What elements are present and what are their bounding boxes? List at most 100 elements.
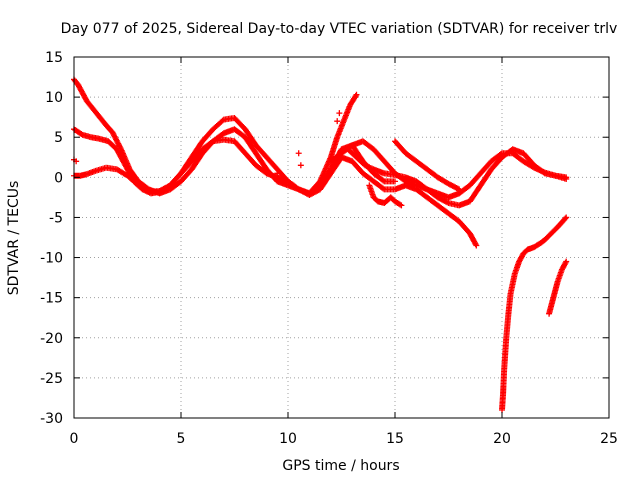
data-point	[103, 122, 115, 135]
data-point	[252, 150, 269, 172]
data-point	[118, 146, 133, 171]
data-point	[434, 202, 451, 216]
data-point	[488, 155, 505, 173]
data-point	[392, 198, 404, 208]
data-point	[252, 162, 269, 176]
data-point	[445, 180, 461, 192]
data-point	[392, 138, 408, 156]
data-point	[466, 230, 479, 248]
series-arc-h	[499, 214, 570, 413]
chart-title: Day 077 of 2025, Sidereal Day-to-day VTE…	[61, 21, 618, 37]
data-point	[554, 215, 569, 231]
data-point	[520, 150, 537, 168]
data-point	[167, 171, 184, 189]
data-point	[274, 170, 281, 177]
data-point	[340, 103, 353, 125]
data-point	[83, 98, 96, 111]
data-point	[507, 272, 518, 297]
data-point	[167, 179, 183, 193]
data-point	[392, 170, 408, 184]
data-point	[370, 194, 380, 204]
series-arc-i	[546, 258, 570, 317]
data-point	[199, 139, 216, 157]
data-point	[188, 147, 205, 165]
data-point	[113, 166, 130, 178]
y-tick-label: -10	[40, 251, 63, 267]
data-point	[109, 129, 124, 151]
data-point	[387, 194, 397, 204]
x-tick-label: 5	[177, 431, 186, 447]
data-point	[537, 237, 547, 247]
data-point	[466, 171, 483, 189]
data-point	[509, 150, 526, 164]
data-point	[231, 114, 248, 132]
y-axis-label: SDTVAR / TECUs	[6, 181, 22, 296]
data-point	[548, 225, 560, 237]
data-point	[541, 231, 554, 243]
x-tick-label: 20	[493, 431, 511, 447]
data-point	[135, 178, 151, 192]
data-point	[210, 117, 226, 133]
data-point	[336, 110, 343, 117]
data-point	[413, 186, 429, 200]
data-point	[477, 167, 494, 189]
y-tick-label: 15	[45, 50, 63, 66]
data-point	[516, 251, 526, 265]
data-point	[297, 162, 304, 169]
data-point	[359, 138, 376, 152]
y-tick-label: -15	[40, 291, 63, 307]
data-point	[188, 139, 205, 161]
data-point	[456, 186, 463, 193]
data-point	[334, 119, 347, 141]
data-point	[424, 166, 440, 180]
data-point	[334, 118, 341, 125]
data-point	[520, 158, 536, 170]
data-point	[327, 151, 344, 165]
data-point	[370, 178, 387, 192]
data-point	[306, 179, 323, 197]
data-point	[103, 164, 119, 173]
data-point	[242, 126, 259, 148]
data-point	[327, 155, 344, 177]
data-point	[242, 134, 259, 156]
data-point	[500, 368, 508, 397]
data-point	[338, 143, 355, 157]
x-axis-label: GPS time / hours	[282, 458, 399, 474]
data-point	[370, 170, 387, 184]
data-point	[126, 166, 141, 184]
data-point	[178, 167, 194, 185]
data-point	[79, 90, 90, 103]
data-point	[477, 159, 494, 177]
data-point	[563, 175, 570, 182]
plot-frame	[73, 56, 610, 419]
y-tick-label: -30	[40, 411, 63, 427]
data-point	[347, 93, 359, 109]
data-point	[434, 194, 451, 206]
data-point	[434, 174, 451, 186]
data-point	[295, 150, 302, 157]
data-point	[392, 178, 398, 185]
data-point	[199, 127, 216, 145]
data-point	[398, 202, 405, 209]
y-tick-label: -20	[40, 331, 63, 347]
data-point	[130, 178, 145, 192]
x-tick-label: 25	[600, 431, 618, 447]
series-arc-e	[327, 138, 570, 201]
data-point	[278, 178, 285, 185]
data-point	[263, 154, 280, 172]
data-point	[520, 247, 530, 257]
data-point	[210, 131, 226, 145]
data-point	[96, 114, 109, 128]
data-point	[252, 142, 269, 160]
data-point	[424, 194, 440, 208]
data-point	[558, 259, 569, 273]
data-point	[505, 292, 514, 317]
data-point	[188, 151, 205, 173]
data-point	[456, 218, 472, 236]
data-point	[501, 336, 510, 373]
data-point	[231, 138, 248, 156]
y-tick-label: 0	[54, 170, 63, 186]
y-tick-label: 5	[54, 130, 63, 146]
data-point	[242, 150, 258, 168]
